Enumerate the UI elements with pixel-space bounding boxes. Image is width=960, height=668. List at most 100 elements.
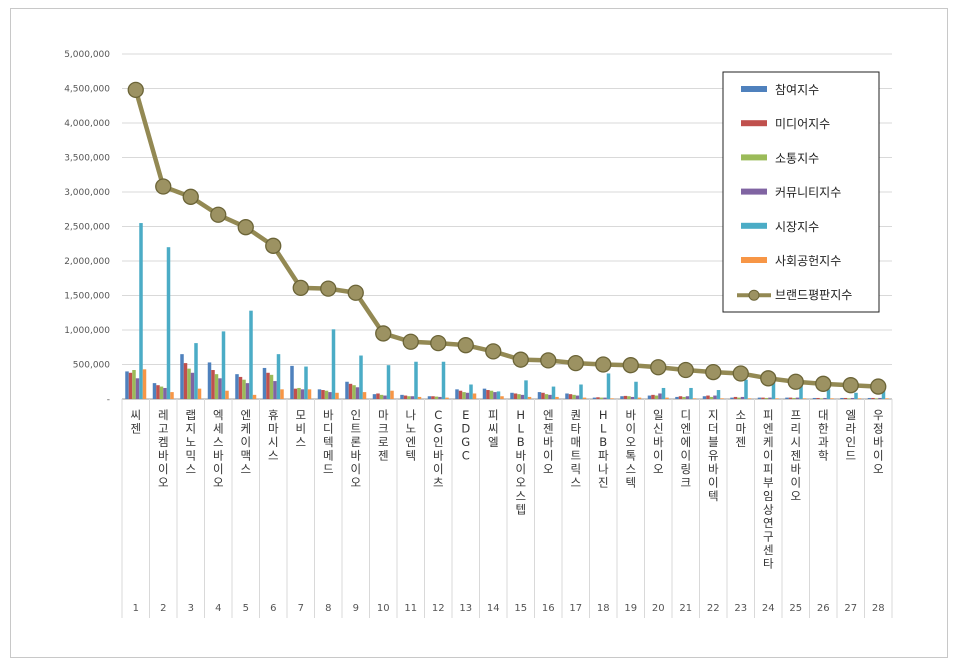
- bar-3-26: [819, 398, 824, 399]
- bar-3-24: [764, 397, 769, 399]
- legend-label-2: 미디어지수: [775, 117, 830, 131]
- y-tick-label: -: [107, 395, 110, 405]
- brand-index-point-9: [347, 284, 364, 301]
- bar-3-21: [682, 396, 686, 399]
- bar-6-11: [417, 396, 422, 399]
- bar-1-1: [125, 371, 129, 399]
- bar-6-6: [280, 389, 284, 399]
- bar-2-10: [376, 393, 380, 399]
- bar-3-13: [462, 392, 466, 399]
- x-index-label: 13: [459, 603, 472, 614]
- bar-3-1: [132, 370, 136, 399]
- bar-6-2: [170, 392, 174, 399]
- bar-2-19: [623, 395, 628, 399]
- x-index-label: 21: [679, 603, 692, 614]
- bar-3-16: [544, 394, 549, 399]
- x-index-label: 11: [404, 603, 417, 614]
- brand-index-point-17: [567, 354, 584, 372]
- y-tick-label: 3,000,000: [64, 188, 110, 198]
- bar-2-21: [678, 396, 683, 399]
- bar-2-15: [513, 393, 518, 399]
- brand-index-point-19: [622, 357, 639, 374]
- bar-1-21: [675, 396, 679, 399]
- bar-2-8: [321, 390, 325, 399]
- bar-5-3: [194, 343, 198, 399]
- bar-5-12: [441, 361, 446, 399]
- y-tick-label: 3,500,000: [64, 154, 110, 164]
- bar-4-15: [520, 394, 525, 399]
- bar-5-14: [496, 391, 501, 399]
- x-index-label: 2: [160, 603, 166, 614]
- y-tick-label: 2,000,000: [64, 257, 110, 267]
- bar-3-19: [627, 396, 631, 399]
- bar-4-28: [878, 397, 882, 399]
- bar-2-17: [568, 394, 573, 399]
- bar-4-13: [465, 392, 470, 399]
- bar-5-7: [304, 366, 308, 399]
- bar-6-16: [555, 396, 559, 399]
- x-index-label: 20: [652, 603, 665, 614]
- bar-1-24: [757, 397, 762, 399]
- legend-swatch-5: [741, 222, 767, 229]
- x-index-label: 23: [734, 603, 747, 614]
- bar-2-3: [183, 363, 188, 399]
- bar-1-11: [400, 394, 404, 399]
- bar-1-22: [702, 396, 707, 399]
- bar-6-25: [802, 398, 807, 399]
- x-index-label: 18: [597, 603, 610, 614]
- bar-2-28: [871, 397, 875, 399]
- bar-6-17: [582, 397, 587, 399]
- bar-6-8: [335, 392, 339, 399]
- bar-2-26: [816, 397, 820, 399]
- bar-5-24: [771, 381, 776, 399]
- bar-1-3: [180, 354, 184, 399]
- brand-index-point-18: [595, 356, 612, 373]
- bar-5-27: [854, 392, 858, 399]
- bar-1-19: [620, 396, 624, 399]
- legend-swatch-6: [741, 257, 767, 263]
- x-index-label: 26: [817, 603, 830, 614]
- bar-3-5: [242, 379, 246, 399]
- bar-5-13: [469, 384, 473, 399]
- x-index-label: 4: [215, 603, 221, 614]
- bar-6-1: [142, 369, 147, 399]
- bar-2-11: [403, 395, 408, 399]
- x-index-label: 5: [243, 603, 249, 614]
- y-tick-label: 2,500,000: [64, 223, 110, 233]
- brand-index-point-20: [650, 359, 667, 376]
- brand-index-point-27: [842, 377, 859, 394]
- bar-4-10: [383, 395, 387, 399]
- brand-index-point-22: [705, 363, 722, 381]
- bar-4-25: [795, 397, 800, 399]
- x-axis-labels: 씨 젠 1 레 고 켐 바 이 오 2 랩 지 노 믹 스 3 엑 세 스 바 이 오 4 엔 케 이 맥 스 5 휴 마 시 스 6 모 비 스 7 바 디…: [121, 399, 893, 618]
- brand-index-point-8: [320, 280, 337, 297]
- bar-5-1: [139, 223, 143, 399]
- bar-4-6: [273, 381, 277, 399]
- x-index-label: 25: [789, 603, 802, 614]
- legend-swatch-3: [741, 154, 767, 161]
- bar-2-25: [788, 397, 793, 399]
- bar-2-4: [211, 370, 215, 399]
- y-tick-label: 5,000,000: [64, 50, 110, 60]
- legend-swatch-4: [741, 188, 767, 195]
- bar-6-20: [665, 397, 669, 399]
- chart-frame: [10, 8, 948, 658]
- bar-6-15: [527, 396, 532, 399]
- x-index-label: 7: [298, 603, 304, 614]
- bar-5-26: [826, 389, 831, 399]
- bar-5-18: [606, 373, 611, 399]
- bar-6-10: [390, 390, 394, 399]
- bar-1-25: [785, 397, 789, 399]
